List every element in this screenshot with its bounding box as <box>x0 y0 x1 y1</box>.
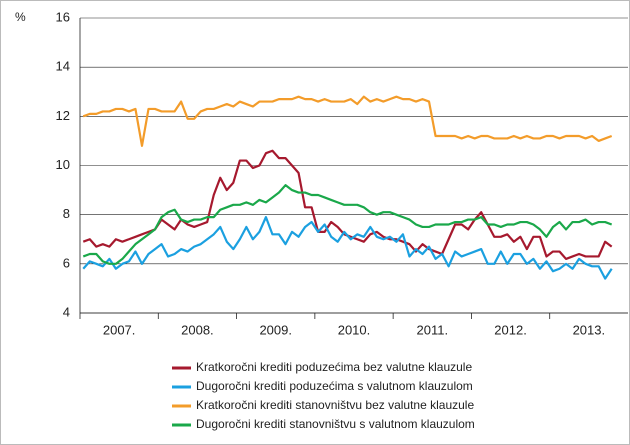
y-tick-label: 14 <box>56 59 70 74</box>
series-line <box>82 216 613 280</box>
y-tick-label: 16 <box>56 9 70 24</box>
x-tick-label: 2008. <box>181 322 214 337</box>
legend-label: Kratkoročni krediti poduzećima bez valut… <box>196 360 472 374</box>
y-tick-label: 12 <box>56 108 70 123</box>
y-tick-label: 8 <box>63 206 70 221</box>
series-line <box>82 95 613 147</box>
x-tick-label: 2012. <box>494 322 527 337</box>
series-line <box>82 184 613 265</box>
y-tick-label: 6 <box>63 255 70 270</box>
x-tick-label: 2011. <box>416 322 448 337</box>
y-unit: % <box>15 10 26 24</box>
x-tick-label: 2013. <box>573 322 606 337</box>
legend-label: Kratkoročni krediti stanovništvu bez val… <box>196 398 474 412</box>
x-tick-label: 2007. <box>103 322 136 337</box>
x-tick-label: 2010. <box>338 322 371 337</box>
x-tick-label: 2009. <box>259 322 292 337</box>
y-tick-label: 10 <box>56 157 70 172</box>
y-tick-label: 4 <box>63 304 70 319</box>
legend-label: Dugoročni krediti poduzećima s valutnom … <box>196 379 473 393</box>
legend-label: Dugoročni krediti stanovništvu s valutno… <box>196 417 475 431</box>
